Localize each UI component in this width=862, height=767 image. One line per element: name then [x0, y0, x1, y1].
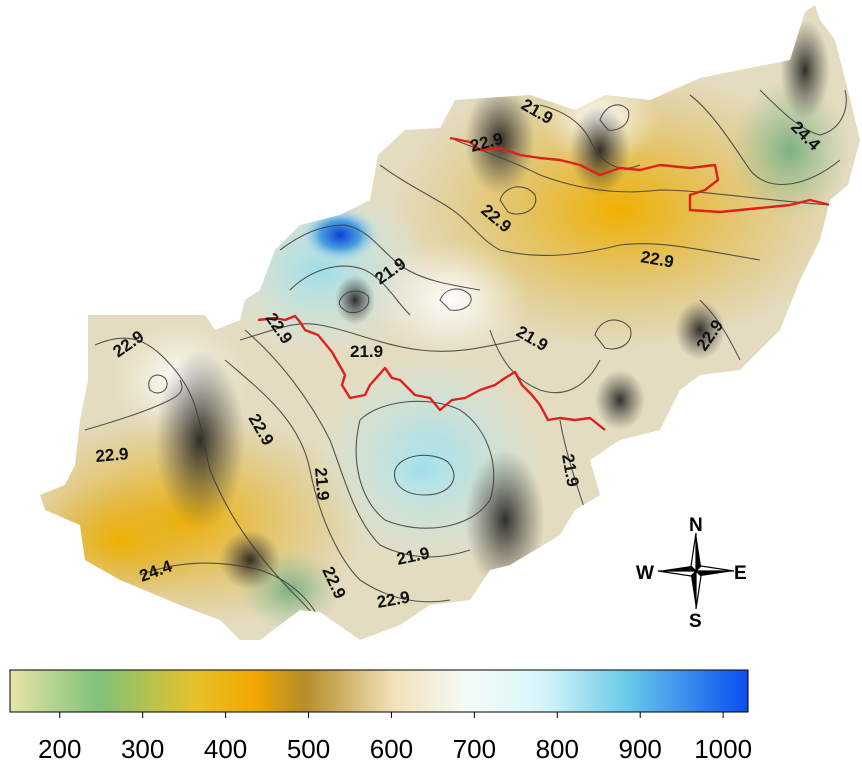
compass-north: N	[689, 515, 703, 536]
legend-tick-label: 500	[287, 734, 330, 764]
contour-label: 22.9	[95, 444, 130, 466]
legend-tick-label: 300	[121, 734, 164, 764]
compass-west: W	[636, 563, 654, 584]
legend-tick-label: 1000	[694, 734, 752, 764]
legend-tick-label: 700	[453, 734, 496, 764]
compass-east: E	[734, 563, 747, 584]
contour-label: 21.9	[311, 467, 333, 502]
legend-gradient-bar	[9, 669, 749, 713]
contour-label: 21.9	[350, 342, 383, 361]
legend-colorbar: 200 300 400 500 600 700 800 900 1000	[9, 669, 752, 764]
legend-tick-label: 400	[204, 734, 247, 764]
legend-tick-label: 800	[536, 734, 579, 764]
legend-ticks: 200 300 400 500 600 700 800 900 1000	[38, 712, 752, 764]
map-surface	[40, 5, 860, 640]
legend-tick-label: 600	[370, 734, 413, 764]
compass-south: S	[689, 611, 702, 632]
compass-star-icon	[657, 532, 735, 610]
legend-tick-label: 200	[38, 734, 81, 764]
admin-boundary	[257, 136, 831, 431]
compass-rose: N S E W	[636, 515, 747, 632]
legend-tick-label: 900	[619, 734, 662, 764]
